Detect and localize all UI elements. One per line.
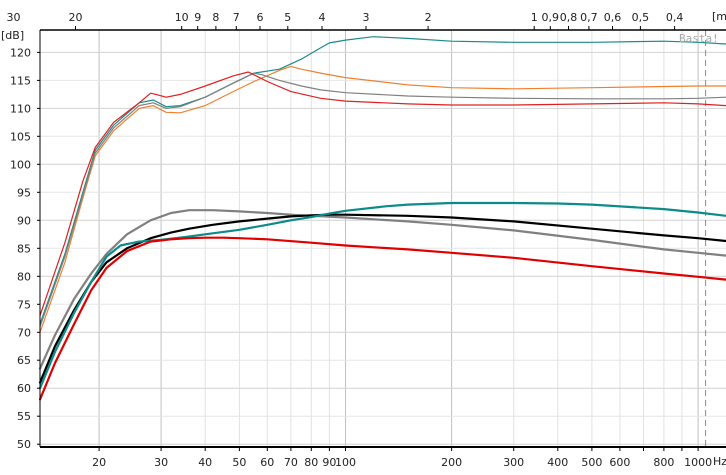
x-tick-label: 600 xyxy=(609,456,630,469)
y-tick-label: 115 xyxy=(10,74,31,87)
top-tick-label: 0,7 xyxy=(580,11,598,24)
x-axis-unit-label: Hz xyxy=(713,455,726,468)
y-tick-label: 105 xyxy=(10,130,31,143)
x-tick-label: 60 xyxy=(260,456,274,469)
series-line-3 xyxy=(39,71,726,317)
series-line-6 xyxy=(38,201,726,390)
x-tick-label: 200 xyxy=(441,456,462,469)
y-tick-label: 60 xyxy=(17,382,31,395)
y-axis-unit-label: [dB] xyxy=(1,29,24,42)
y-tick-label: 120 xyxy=(10,46,31,59)
x-tick-label: 70 xyxy=(284,456,298,469)
top-tick-label: 6 xyxy=(257,11,264,24)
series-line-4 xyxy=(38,209,726,370)
top-tick-label: 20 xyxy=(69,11,83,24)
y-tick-label: 50 xyxy=(17,438,31,451)
top-tick-label: 8 xyxy=(212,11,219,24)
y-tick-label: 80 xyxy=(17,270,31,283)
series-line-2 xyxy=(39,72,726,328)
y-tick-label: 55 xyxy=(17,410,31,423)
y-tick-label: 85 xyxy=(17,242,31,255)
series-line-5 xyxy=(38,213,726,384)
y-tick-label: 70 xyxy=(17,326,31,339)
top-tick-label: 0,9 xyxy=(542,11,560,24)
axes xyxy=(37,26,726,451)
top-tick-label: 3 xyxy=(363,11,370,24)
x-tick-label: 400 xyxy=(547,456,568,469)
series-line-0 xyxy=(39,36,726,325)
x-tick-label: 80 xyxy=(304,456,318,469)
x-tick-label: 800 xyxy=(653,456,674,469)
top-tick-label: 7 xyxy=(233,11,240,24)
top-tick-label: 2 xyxy=(425,11,432,24)
x-tick-label: 300 xyxy=(503,456,524,469)
y-tick-label: 75 xyxy=(17,298,31,311)
top-tick-label: 10 xyxy=(175,11,189,24)
x-tick-label: 30 xyxy=(154,456,168,469)
y-tick-label: 90 xyxy=(17,214,31,227)
x-tick-label: 500 xyxy=(581,456,602,469)
top-tick-label: 5 xyxy=(284,11,291,24)
top-tick-label: 4 xyxy=(319,11,326,24)
x-tick-label: 40 xyxy=(198,456,212,469)
y-tick-label: 65 xyxy=(17,354,31,367)
x-tick-label: 100 xyxy=(335,456,356,469)
top-tick-label: 9 xyxy=(194,11,201,24)
series-group xyxy=(38,36,726,401)
top-tick-label: 0,4 xyxy=(666,11,684,24)
y-tick-label: 100 xyxy=(10,158,31,171)
x-tick-label: 1000 xyxy=(684,456,712,469)
top-tick-label: 1 xyxy=(531,11,538,24)
grid xyxy=(40,30,726,447)
top-tick-label: 0,5 xyxy=(632,11,650,24)
series-line-7 xyxy=(38,236,726,401)
x-tick-label: 20 xyxy=(92,456,106,469)
top-tick-label: 0,6 xyxy=(604,11,622,24)
y-tick-label: 95 xyxy=(17,186,31,199)
top-tick-label: 0,8 xyxy=(560,11,578,24)
watermark-text: Basta! xyxy=(679,32,719,45)
x-tick-label: 90 xyxy=(322,456,336,469)
top-axis-unit-label: [m xyxy=(712,10,726,23)
top-tick-label: 30 xyxy=(7,11,21,24)
x-tick-label: 50 xyxy=(232,456,246,469)
y-tick-label: 110 xyxy=(10,102,31,115)
